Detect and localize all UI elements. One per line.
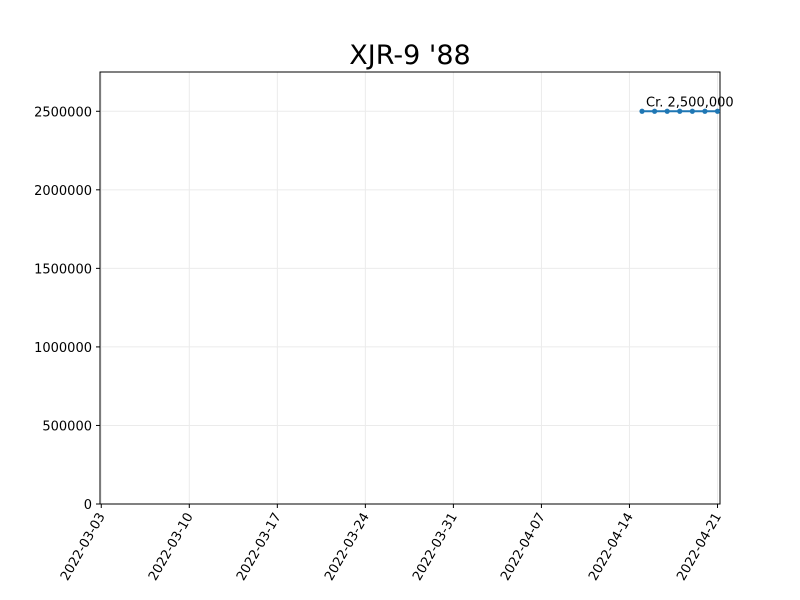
x-tick-label: 2022-03-31: [410, 511, 461, 584]
data-point: [639, 108, 645, 114]
y-tick-label: 500000: [42, 419, 92, 434]
data-point: [664, 108, 670, 114]
data-label: Cr. 2,500,000: [646, 95, 734, 110]
data-point: [689, 108, 695, 114]
annotation-layer: Cr. 2,500,000: [646, 95, 734, 110]
data-point: [714, 108, 721, 114]
y-axis: 0 500000 1000000 1500000 2000000 2500000: [34, 105, 100, 513]
x-tick-label: 2022-03-03: [58, 511, 109, 584]
x-tick-label: 2022-04-14: [586, 511, 637, 584]
grid: [100, 72, 720, 505]
x-tick-label: 2022-03-17: [234, 511, 285, 584]
x-tick-label: 2022-04-07: [498, 511, 549, 584]
x-axis: 2022-03-03 2022-03-10 2022-03-17 2022-03-24…: [58, 504, 725, 583]
y-tick-label: 1000000: [34, 341, 92, 356]
x-tick-label: 2022-03-24: [322, 511, 373, 584]
y-tick-label: 2500000: [34, 105, 92, 120]
y-tick-label: 0: [84, 498, 92, 513]
x-tick-label: 2022-04-21: [674, 511, 725, 584]
y-tick-label: 1500000: [34, 262, 92, 277]
data-point: [677, 108, 683, 114]
series-layer: [639, 108, 721, 114]
chart-title: XJR-9 '88: [349, 40, 470, 71]
data-point: [652, 108, 658, 114]
plot-frame: [99, 71, 721, 505]
data-point: [702, 108, 708, 114]
x-tick-label: 2022-03-10: [146, 511, 197, 584]
y-tick-label: 2000000: [34, 184, 92, 199]
